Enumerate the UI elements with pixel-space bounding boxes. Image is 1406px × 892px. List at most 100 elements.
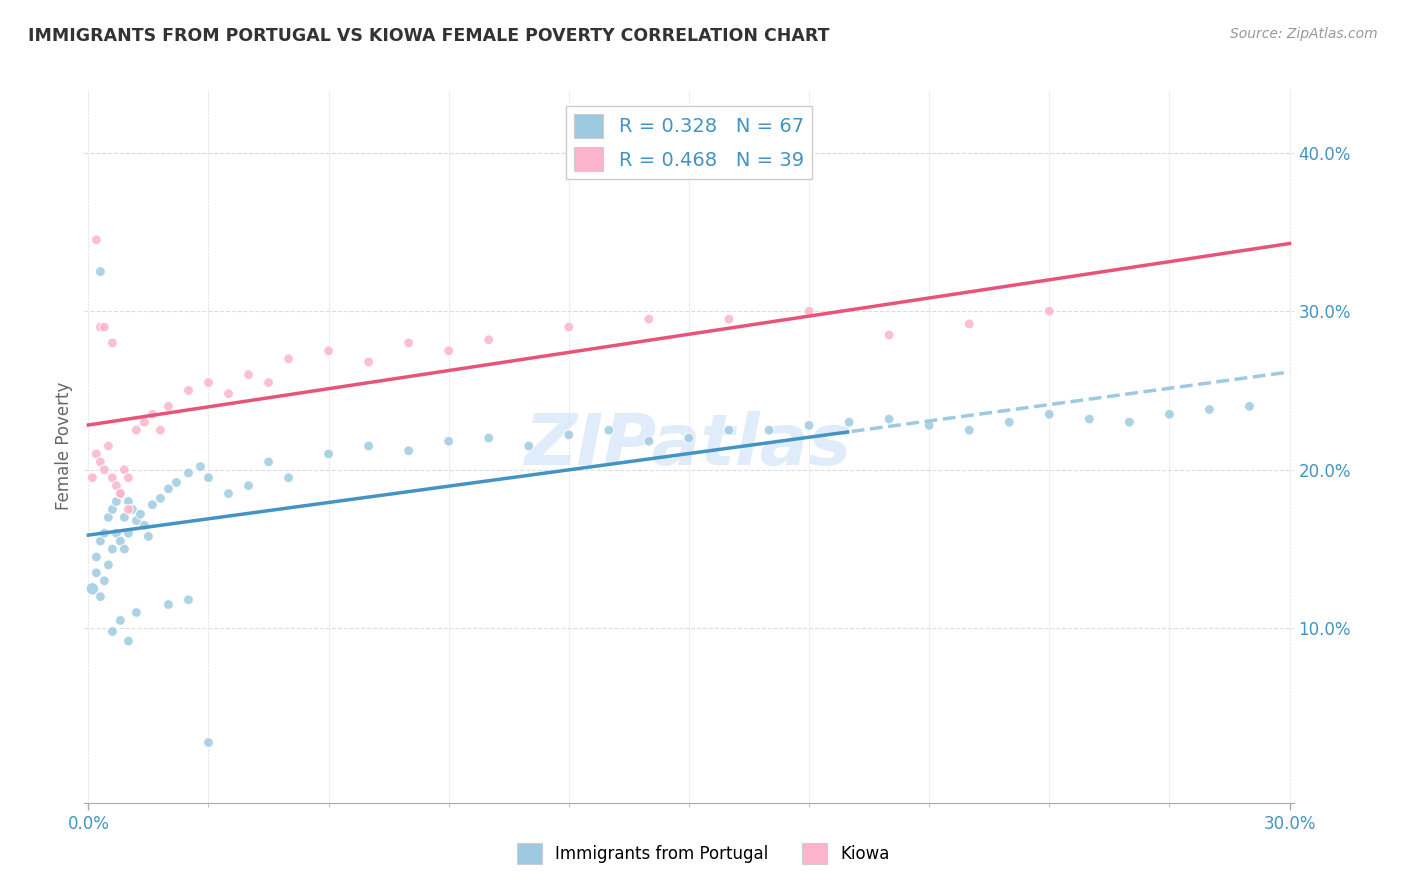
Point: [638, 312, 661, 326]
Point: [134, 415, 156, 429]
Text: IMMIGRANTS FROM PORTUGAL VS KIOWA FEMALE POVERTY CORRELATION CHART: IMMIGRANTS FROM PORTUGAL VS KIOWA FEMALE…: [28, 27, 830, 45]
Point: [86, 566, 108, 580]
Point: [678, 431, 700, 445]
Point: [89, 455, 111, 469]
Point: [257, 455, 280, 469]
Point: [257, 376, 280, 390]
Point: [238, 368, 260, 382]
Point: [97, 439, 120, 453]
Point: [398, 443, 420, 458]
Point: [89, 264, 111, 278]
Point: [598, 423, 620, 437]
Point: [1118, 415, 1140, 429]
Point: [110, 614, 132, 628]
Point: [134, 518, 156, 533]
Point: [117, 634, 139, 648]
Point: [82, 471, 104, 485]
Point: [1038, 407, 1060, 421]
Point: [957, 423, 980, 437]
Point: [101, 624, 124, 639]
Point: [93, 463, 115, 477]
Point: [86, 447, 108, 461]
Point: [797, 304, 820, 318]
Point: [197, 376, 219, 390]
Point: [149, 423, 172, 437]
Point: [117, 526, 139, 541]
Point: [157, 598, 180, 612]
Point: [101, 542, 124, 557]
Point: [1198, 402, 1220, 417]
Point: [110, 486, 132, 500]
Point: [112, 463, 135, 477]
Point: [112, 510, 135, 524]
Point: [101, 335, 124, 350]
Point: [877, 328, 900, 343]
Point: [1239, 400, 1261, 414]
Point: [918, 418, 941, 433]
Point: [117, 502, 139, 516]
Y-axis label: Female Poverty: Female Poverty: [55, 382, 73, 510]
Point: [638, 434, 661, 449]
Point: [101, 502, 124, 516]
Point: [112, 542, 135, 557]
Point: [110, 486, 132, 500]
Point: [157, 482, 180, 496]
Point: [238, 478, 260, 492]
Point: [177, 384, 200, 398]
Point: [197, 471, 219, 485]
Legend: R = 0.328   N = 67, R = 0.468   N = 39: R = 0.328 N = 67, R = 0.468 N = 39: [567, 106, 811, 178]
Point: [277, 351, 299, 366]
Point: [478, 431, 501, 445]
Point: [82, 582, 104, 596]
Point: [558, 320, 581, 334]
Point: [318, 447, 340, 461]
Point: [157, 400, 180, 414]
Point: [797, 418, 820, 433]
Point: [110, 486, 132, 500]
Point: [998, 415, 1021, 429]
Point: [277, 471, 299, 485]
Point: [478, 333, 501, 347]
Point: [93, 526, 115, 541]
Point: [125, 514, 148, 528]
Point: [218, 386, 240, 401]
Point: [318, 343, 340, 358]
Point: [110, 534, 132, 549]
Point: [86, 233, 108, 247]
Point: [105, 526, 128, 541]
Point: [717, 423, 740, 437]
Point: [138, 529, 160, 543]
Point: [197, 735, 219, 749]
Point: [141, 498, 163, 512]
Point: [437, 434, 460, 449]
Point: [89, 590, 111, 604]
Point: [877, 412, 900, 426]
Point: [218, 486, 240, 500]
Point: [1038, 304, 1060, 318]
Point: [97, 558, 120, 572]
Text: Source: ZipAtlas.com: Source: ZipAtlas.com: [1230, 27, 1378, 41]
Point: [125, 423, 148, 437]
Point: [758, 423, 780, 437]
Point: [398, 335, 420, 350]
Point: [105, 494, 128, 508]
Point: [89, 534, 111, 549]
Point: [357, 439, 380, 453]
Point: [717, 312, 740, 326]
Point: [117, 494, 139, 508]
Point: [149, 491, 172, 506]
Point: [105, 478, 128, 492]
Point: [177, 466, 200, 480]
Point: [190, 459, 212, 474]
Point: [93, 320, 115, 334]
Point: [117, 471, 139, 485]
Point: [121, 502, 143, 516]
Point: [97, 510, 120, 524]
Point: [1159, 407, 1181, 421]
Point: [101, 471, 124, 485]
Point: [957, 317, 980, 331]
Point: [165, 475, 187, 490]
Point: [177, 592, 200, 607]
Point: [86, 549, 108, 564]
Point: [838, 415, 860, 429]
